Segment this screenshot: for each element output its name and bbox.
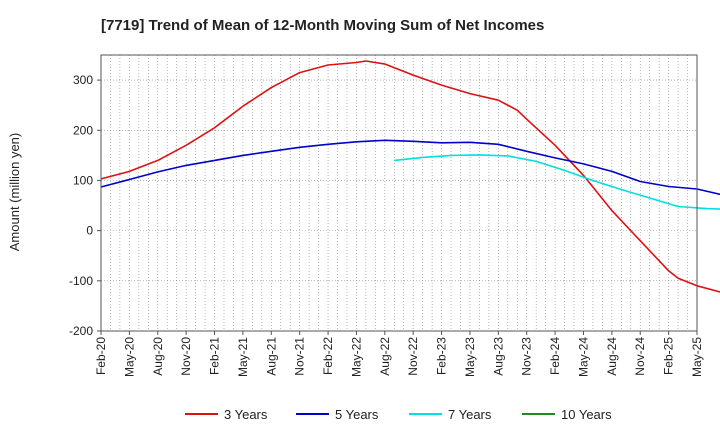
x-tick-label: Feb-22 [321,337,335,375]
x-tick-label: Aug-20 [151,337,165,376]
x-tick-label: Aug-23 [491,337,505,376]
x-tick-label: Feb-20 [94,337,108,375]
x-tick-label: May-20 [122,337,136,377]
chart-title: [7719] Trend of Mean of 12-Month Moving … [101,17,544,34]
x-tick-label: Feb-25 [662,337,676,375]
x-tick-label: Feb-23 [435,337,449,375]
y-tick-labels: 300 200 100 0 -100 -200 [69,73,101,338]
x-tick-label: Nov-21 [293,337,307,376]
x-tick-label: May-24 [576,337,590,377]
legend: 3 Years 5 Years 7 Years 10 Years [185,407,612,422]
legend-label: 3 Years [224,407,268,422]
series-line-7-years [394,154,720,210]
y-tick-label: 200 [73,123,93,137]
x-tick-label: Nov-20 [179,337,193,376]
x-tick-label: Feb-24 [548,337,562,375]
x-tick-label: May-23 [463,337,477,377]
x-tick-label: May-22 [349,337,363,377]
x-tick-label: Nov-24 [633,337,647,376]
legend-label: 7 Years [448,407,492,422]
y-tick-label: 300 [73,73,93,87]
y-tick-label: 0 [86,224,93,238]
y-tick-label: 100 [73,173,93,187]
y-tick-label: -100 [69,274,93,288]
x-tick-label: Aug-22 [378,337,392,376]
grid [101,55,697,332]
y-tick-label: -200 [69,324,93,338]
series-lines [100,60,720,293]
x-tick-label: May-21 [236,337,250,377]
legend-label: 5 Years [335,407,379,422]
x-tick-label: Nov-22 [406,337,420,376]
x-tick-label: May-25 [690,337,704,377]
x-tick-label: Feb-21 [208,337,222,375]
x-tick-label: Aug-24 [605,337,619,376]
legend-label: 10 Years [561,407,612,422]
y-axis-label: Amount (million yen) [7,133,22,252]
x-tick-label: Nov-23 [520,337,534,376]
plot-frame [100,54,698,332]
series-line-5-years [100,139,720,196]
series-line-3-years [100,60,720,293]
x-tick-label: Aug-21 [264,337,278,376]
x-tick-labels: Feb-20 May-20 Aug-20 Nov-20 Feb-21 May-21 Aug-… [94,331,704,377]
